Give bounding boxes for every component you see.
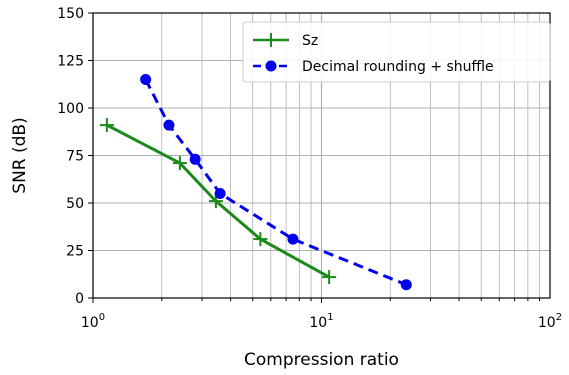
series-0-point — [322, 270, 337, 285]
y-axis-title: SNR (dB) — [10, 117, 30, 193]
series-1-point — [163, 119, 175, 131]
legend-marker-sz — [264, 33, 278, 47]
y-tick-label: 75 — [66, 149, 84, 165]
series-1-point — [400, 279, 412, 291]
series-0-point — [99, 118, 114, 133]
series-1-point — [287, 233, 299, 245]
legend-box — [242, 21, 551, 83]
series-line-1 — [144, 78, 407, 287]
legend: Sz Decimal rounding + shuffle — [242, 21, 551, 83]
x-axis-title: Compression ratio — [244, 350, 399, 370]
y-tick-label: 100 — [57, 101, 84, 117]
y-tick-label: 25 — [66, 244, 84, 260]
x-tick-label: 102 — [538, 312, 562, 331]
legend-entry-sz: Sz — [253, 33, 318, 49]
series-1-point — [140, 74, 152, 85]
legend-label-decimal-rounding: Decimal rounding + shuffle — [302, 59, 494, 75]
y-tick-label: 50 — [66, 196, 84, 212]
x-tick-labels: 100 101 102 — [81, 312, 562, 331]
axis-ticks — [88, 12, 541, 303]
y-tick-label: 125 — [57, 54, 84, 70]
series-0-point — [253, 232, 268, 247]
y-tick-labels: 0 25 50 75 100 125 150 — [57, 6, 84, 307]
y-tick-label: 150 — [57, 6, 84, 22]
x-tick-label: 101 — [309, 312, 333, 331]
series-lines — [106, 78, 407, 287]
legend-label-sz: Sz — [302, 33, 318, 49]
series-0-point — [172, 156, 187, 171]
series-1-point — [189, 153, 201, 165]
legend-entry-decimal-rounding: Decimal rounding + shuffle — [253, 59, 494, 75]
series-1-point — [214, 188, 226, 199]
x-tick-label: 100 — [81, 312, 105, 331]
y-tick-label: 0 — [75, 291, 84, 307]
legend-marker-shape — [264, 33, 278, 47]
series-markers — [99, 74, 412, 291]
legend-marker-shape — [265, 60, 277, 72]
legend-marker-decimal-rounding — [265, 60, 277, 72]
